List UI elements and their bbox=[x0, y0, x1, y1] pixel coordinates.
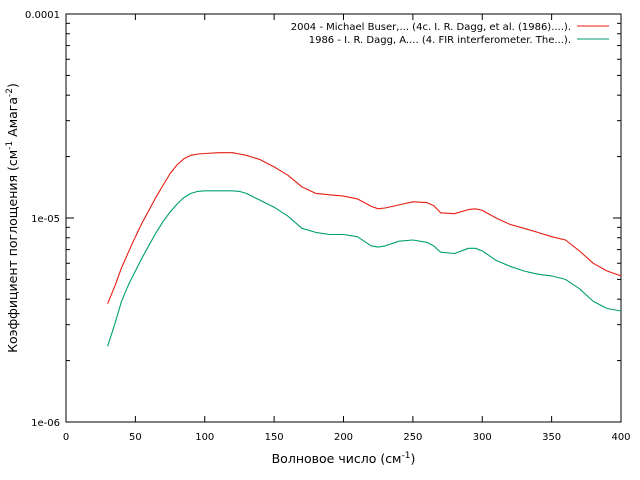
x-axis-title-main: Волновое число (см bbox=[272, 451, 402, 466]
y-tick-label: 1e-06 bbox=[31, 418, 60, 429]
y-axis-title-part: Амага bbox=[5, 97, 20, 141]
x-tick-label: 150 bbox=[265, 432, 284, 443]
plot-frame bbox=[65, 13, 622, 423]
y-tick-label: 0.0001 bbox=[25, 10, 60, 21]
y-tick-label: 1e-05 bbox=[31, 214, 60, 225]
legend-label-2: 1986 - I. R. Dagg, A.... (4. FIR interfe… bbox=[309, 35, 571, 46]
series-line-2 bbox=[107, 190, 622, 347]
legend: 2004 - Michael Buser,... (4c. I. R. Dagg… bbox=[291, 22, 609, 46]
x-tick-label: 400 bbox=[611, 432, 630, 443]
x-tick-label: 250 bbox=[403, 432, 422, 443]
x-tick-label: 100 bbox=[195, 432, 214, 443]
x-tick-label: 200 bbox=[334, 432, 353, 443]
series-line-1 bbox=[107, 152, 622, 304]
x-axis-title: Волновое число (см-1) bbox=[272, 451, 416, 466]
axes: 0 50 100 150 200 250 300 350 400 1e-06 1e-05 0.0001… bbox=[5, 10, 631, 466]
x-tick-label: 350 bbox=[542, 432, 561, 443]
y-axis-title-part: Коэффициент поглощения (см bbox=[5, 150, 20, 353]
x-tick-label: 300 bbox=[473, 432, 492, 443]
series-lines bbox=[107, 152, 622, 347]
y-axis-title-part: ) bbox=[5, 83, 20, 88]
x-tick-label: 0 bbox=[63, 432, 69, 443]
y-axis-title-sup: -2 bbox=[5, 88, 15, 97]
y-axis-title: Коэффициент поглощения (см-1 Амага-2) bbox=[5, 83, 20, 353]
legend-label-1: 2004 - Michael Buser,... (4c. I. R. Dagg… bbox=[291, 22, 571, 33]
x-axis-title-sup: -1 bbox=[402, 451, 411, 461]
x-axis-title-tail: ) bbox=[410, 451, 415, 466]
y-axis-title-sup: -1 bbox=[5, 141, 15, 150]
x-tick-label: 50 bbox=[129, 432, 142, 443]
